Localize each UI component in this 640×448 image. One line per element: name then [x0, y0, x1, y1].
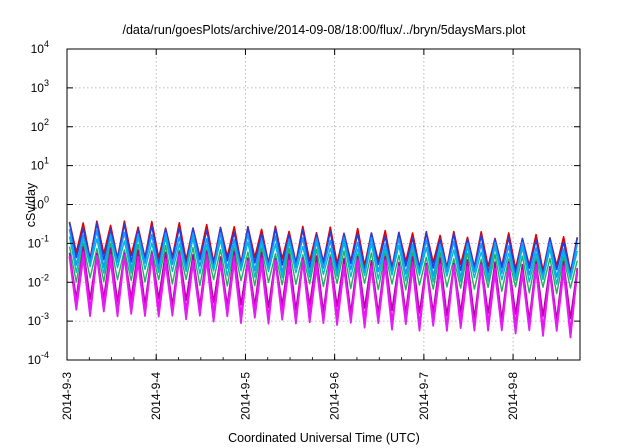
x-tick-labels: 2014-9-3 2014-9-4 2014-9-5 2014-9-6 2014-9-7…: [60, 372, 520, 420]
series-line: [68, 236, 578, 285]
y-tick-label: 101: [31, 156, 49, 173]
x-tick-label-group: 2014-9-3: [60, 372, 74, 420]
series-layer: [68, 220, 579, 339]
series-line: [68, 255, 579, 339]
y-tick-label: 103: [31, 78, 49, 95]
x-tick-label-group: 2014-9-6: [328, 372, 342, 420]
grid-lines: [67, 49, 580, 360]
y-tick-label: 10-4: [28, 350, 49, 367]
y-tick-label: 10-1: [28, 233, 49, 250]
series-line: [68, 228, 579, 280]
x-axis-label: Coordinated Universal Time (UTC): [228, 431, 420, 445]
x-tick-label: 2014-9-5: [238, 372, 252, 420]
y-tick-label: 10-3: [28, 311, 49, 328]
x-tick-label: 2014-9-3: [60, 372, 74, 420]
x-tick-label-group: 2014-9-4: [149, 372, 163, 420]
y-tick-label: 102: [31, 117, 49, 134]
y-tick-labels: 10-4 10-3 10-2 10-1 100 101 102 103 104: [28, 39, 49, 367]
x-tick-label-group: 2014-9-7: [417, 372, 431, 420]
y-tick-label: 104: [31, 39, 49, 56]
y-tick-label: 100: [31, 195, 49, 212]
x-tick-label: 2014-9-6: [328, 372, 342, 420]
x-tick-label: 2014-9-8: [506, 372, 520, 420]
y-tick-label: 10-2: [28, 272, 49, 289]
x-tick-label-group: 2014-9-5: [238, 372, 252, 420]
x-tick-label-group: 2014-9-8: [506, 372, 520, 420]
chart-title: /data/run/goesPlots/archive/2014-09-08/1…: [122, 23, 526, 37]
series-line: [68, 243, 578, 295]
x-tick-label: 2014-9-7: [417, 372, 431, 420]
y-axis-label: cSv/day: [24, 182, 38, 227]
x-tick-label: 2014-9-4: [149, 372, 163, 420]
tick-marks: [66, 48, 581, 361]
